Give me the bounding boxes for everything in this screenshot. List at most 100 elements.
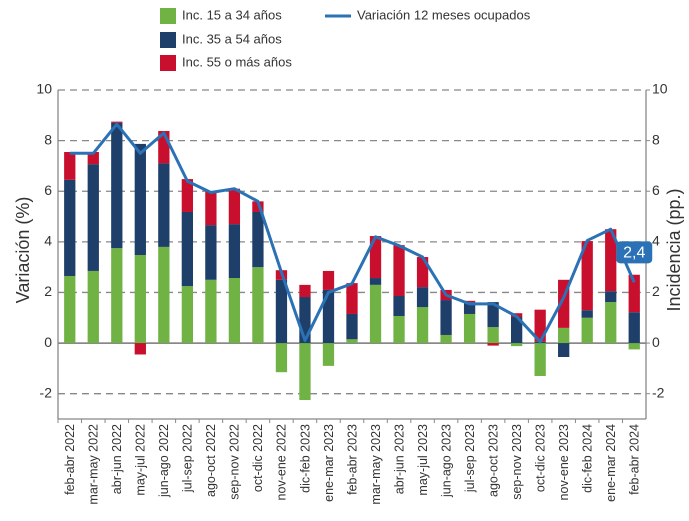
- bar: [416, 257, 429, 288]
- y2-tick-label: 2: [652, 283, 660, 299]
- x-tick-label: ene-mar 2024: [604, 424, 618, 502]
- bar: [181, 179, 194, 212]
- y-tick-label: 2: [44, 283, 52, 299]
- bar: [581, 317, 593, 344]
- bar: [134, 255, 146, 344]
- bar: [605, 302, 617, 344]
- x-tick-label: ene-mar 2023: [322, 424, 336, 502]
- bar: [558, 279, 570, 328]
- bar: [605, 291, 617, 303]
- y-axis-title: Variación (%): [13, 197, 33, 304]
- bar: [393, 245, 405, 297]
- bar: [369, 236, 382, 279]
- bar: [64, 276, 76, 344]
- bar: [558, 327, 570, 344]
- y2-tick-label: -2: [652, 384, 665, 400]
- bar: [134, 143, 146, 256]
- legend-text: Inc. 15 a 34 años: [182, 7, 282, 22]
- bar: [228, 188, 241, 225]
- bar: [487, 327, 499, 344]
- x-tick-label: jul-sep 2022: [181, 424, 195, 493]
- bar: [416, 287, 429, 308]
- x-tick-label: ago-oct 2022: [204, 424, 218, 497]
- y2-tick-label: 6: [652, 182, 660, 198]
- bar: [252, 211, 264, 268]
- bar: [111, 121, 123, 123]
- bar: [322, 270, 335, 290]
- bar: [463, 300, 476, 303]
- x-tick-label: mar-may 2023: [369, 424, 383, 505]
- legend-text: Inc. 35 a 54 años: [182, 31, 282, 46]
- bar: [158, 163, 170, 247]
- bar: [487, 343, 499, 346]
- bar: [299, 297, 311, 344]
- y-tick-label: 8: [44, 131, 52, 147]
- x-tick-label: may-jul 2022: [134, 424, 148, 496]
- bar: [346, 313, 358, 340]
- legend-text: Variación 12 meses ocupados: [357, 7, 531, 22]
- x-tick-label: oct-dic 2023: [533, 424, 547, 492]
- y-tick-label: 4: [44, 233, 52, 249]
- x-tick-label: may-jul 2023: [416, 424, 430, 496]
- bar: [369, 278, 382, 285]
- x-tick-label: dic-feb 2024: [580, 424, 594, 493]
- y-tick-label: 6: [44, 182, 52, 198]
- y-tick-label: 0: [44, 334, 52, 350]
- legend-swatch: [160, 32, 176, 48]
- line: [69, 122, 636, 344]
- bar: [558, 343, 570, 357]
- bar: [205, 225, 217, 280]
- y-tick-label: -2: [40, 384, 53, 400]
- bar: [299, 343, 311, 401]
- bar: [181, 286, 194, 344]
- bar: [346, 339, 358, 344]
- y-tick-label: 10: [36, 81, 52, 97]
- bar: [463, 302, 476, 314]
- bar: [252, 267, 264, 344]
- bar: [87, 152, 99, 165]
- bar: [87, 164, 99, 271]
- bar: [299, 284, 311, 298]
- bar: [581, 310, 593, 318]
- bar: [463, 313, 476, 344]
- bar: [534, 343, 546, 376]
- bar: [228, 278, 241, 344]
- x-tick-label: dic-feb 2023: [298, 424, 312, 493]
- value-label-box: [616, 241, 653, 264]
- x-tick-label: abr-jun 2022: [110, 424, 124, 494]
- x-tick-label: oct-dic 2022: [251, 424, 265, 492]
- y2-tick-label: 8: [652, 131, 660, 147]
- bar: [346, 283, 358, 314]
- y2-axis-title: Incidencia (pp.): [664, 188, 684, 311]
- bar: [134, 343, 146, 355]
- x-tick-label: feb-abr 2024: [628, 424, 642, 495]
- x-tick-label: abr-jun 2023: [392, 424, 406, 494]
- x-tick-label: jun-ago 2023: [439, 424, 453, 498]
- bar: [322, 289, 335, 344]
- x-tick-label: jun-ago 2022: [157, 424, 171, 498]
- bar: [87, 270, 99, 344]
- x-tick-label: ago-oct 2023: [486, 424, 500, 497]
- bar: [181, 211, 194, 287]
- bar: [275, 279, 288, 344]
- x-tick-label: nov-ene 2022: [275, 424, 289, 501]
- bar: [111, 248, 123, 344]
- x-tick-label: feb-abr 2023: [345, 424, 359, 495]
- bar: [487, 302, 499, 328]
- bar: [628, 274, 640, 313]
- bar: [393, 315, 405, 344]
- bar: [534, 309, 546, 342]
- bar: [158, 130, 170, 164]
- bar: [510, 343, 523, 347]
- y2-tick-label: 10: [652, 81, 668, 97]
- bar: [228, 224, 241, 279]
- x-tick-label: mar-may 2022: [87, 424, 101, 505]
- bar: [440, 334, 452, 344]
- x-tick-label: sep-nov 2023: [510, 424, 524, 500]
- bar: [111, 122, 123, 249]
- legend-swatch: [160, 8, 176, 24]
- x-tick-label: sep-nov 2022: [228, 424, 242, 500]
- bar: [205, 191, 217, 226]
- bar: [322, 343, 335, 366]
